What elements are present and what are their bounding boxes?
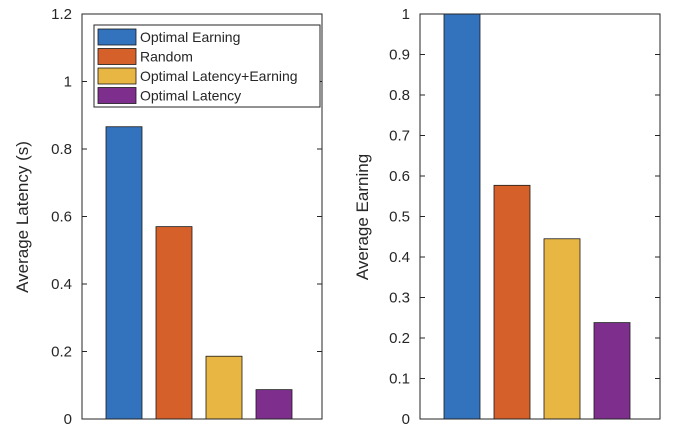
earning-ylabel: Average Earning [353, 154, 372, 280]
bar-optimal-latency-earning [543, 238, 581, 420]
ytick-label: 1.2 [51, 6, 72, 23]
bar-optimal-earning [105, 126, 143, 420]
ytick-label: 0.3 [389, 290, 410, 307]
ytick-label: 0.1 [389, 371, 410, 388]
earning-panel: Average Earning 0 0.1 0.2 0.3 0.4 0.5 0.6 0.7 0.… [353, 6, 661, 428]
bar-optimal-latency-earning [205, 355, 243, 420]
ytick-label: 0.6 [389, 168, 410, 185]
bar-optimal-latency [255, 389, 293, 420]
legend-label: Optimal Latency [140, 88, 241, 104]
latency-yticks: 0 0.2 0.4 0.6 0.8 1 1.2 [51, 6, 322, 428]
ytick-label: 1 [402, 6, 410, 23]
earning-axes-box [419, 13, 661, 420]
bar-optimal-earning [443, 13, 481, 420]
ytick-label: 0.7 [389, 128, 410, 145]
legend-label: Random [140, 49, 193, 65]
ytick-label: 0.8 [51, 141, 72, 158]
ytick-label: 0 [402, 411, 410, 428]
latency-axes-box [81, 13, 323, 420]
bar-optimal-latency [593, 322, 631, 420]
ytick-label: 0.2 [51, 344, 72, 361]
legend-swatch [97, 87, 137, 104]
bar-random [493, 184, 531, 420]
earning-bars [443, 13, 631, 420]
ytick-label: 0.2 [389, 330, 410, 347]
ytick-label: 0.9 [389, 47, 410, 64]
ytick-label: 1 [64, 74, 72, 91]
latency-ylabel: Average Latency (s) [13, 141, 32, 293]
ytick-label: 0.6 [51, 209, 72, 226]
bar-random [155, 226, 193, 420]
earning-yticks: 0 0.1 0.2 0.3 0.4 0.5 0.6 0.7 0.8 0.9 1 [389, 6, 660, 428]
legend: Optimal Earning Random Optimal Latency+Ear… [93, 24, 321, 108]
ytick-label: 0.4 [51, 276, 72, 293]
ytick-label: 0 [64, 411, 72, 428]
legend-swatch [97, 48, 137, 65]
latency-panel: Average Latency (s) 0 0.2 0.4 0.6 0.8 1 1.2 Op… [13, 6, 323, 428]
legend-label: Optimal Latency+Earning [140, 68, 298, 84]
latency-bars [105, 126, 293, 420]
legend-swatch [97, 28, 137, 46]
ytick-label: 0.4 [389, 249, 410, 266]
ytick-label: 0.8 [389, 87, 410, 104]
legend-label: Optimal Earning [140, 29, 240, 45]
ytick-label: 0.5 [389, 209, 410, 226]
legend-swatch [97, 67, 137, 85]
